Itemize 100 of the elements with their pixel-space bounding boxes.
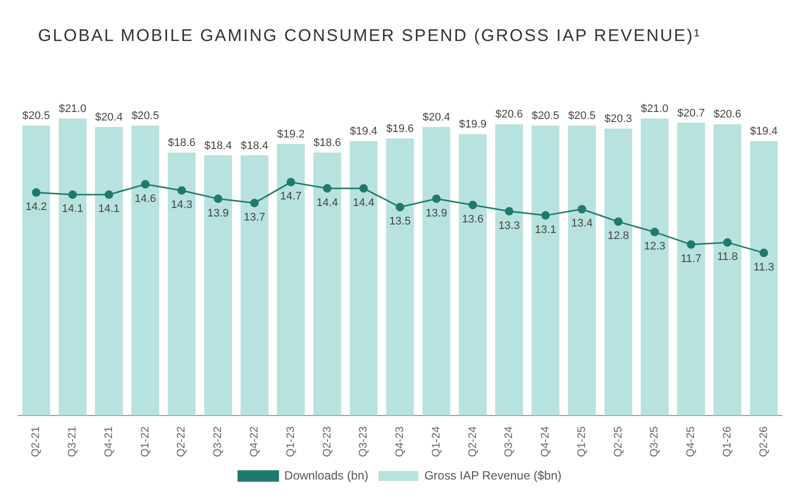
data-label: 13.6 xyxy=(462,214,484,226)
x-tick-label: Q1-25 xyxy=(576,426,588,458)
point xyxy=(396,202,404,212)
point xyxy=(504,207,514,216)
point xyxy=(68,190,77,199)
bar xyxy=(532,126,560,416)
bar xyxy=(204,155,232,416)
data-label: 14.1 xyxy=(62,203,84,216)
point xyxy=(32,188,40,197)
bar xyxy=(750,141,778,416)
data-label: 13.4 xyxy=(571,218,593,230)
x-tick-label: Q1-23 xyxy=(284,426,297,458)
data-label: $20.5 xyxy=(532,110,560,122)
x-tick-label: Q2-25 xyxy=(612,426,624,458)
data-label: $20.3 xyxy=(604,112,632,125)
bar xyxy=(168,152,196,416)
data-label: 14.6 xyxy=(134,192,156,205)
data-label: 11.8 xyxy=(717,250,738,263)
data-label: 14.7 xyxy=(280,190,302,203)
x-tick-label: Q2-23 xyxy=(321,426,334,458)
x-tick-label: Q2-22 xyxy=(176,426,188,458)
point xyxy=(468,200,478,210)
x-tick-label: Q3-22 xyxy=(212,426,224,458)
bar xyxy=(495,124,524,416)
data-label: $21.0 xyxy=(58,103,86,116)
bar xyxy=(386,138,414,416)
data-label: 13.9 xyxy=(426,207,448,220)
x-tick-label: Q3-23 xyxy=(358,426,370,458)
data-label: $18.4 xyxy=(204,140,232,152)
data-label: $19.4 xyxy=(750,126,778,138)
bar xyxy=(350,141,378,416)
data-label: 14.1 xyxy=(98,203,120,216)
x-tick-label: Q1-26 xyxy=(721,426,734,458)
bar xyxy=(677,122,705,416)
bar xyxy=(604,128,632,416)
bar xyxy=(458,134,487,416)
data-label: $20.6 xyxy=(495,108,523,121)
point xyxy=(359,184,368,193)
data-label: $19.6 xyxy=(386,122,414,135)
point xyxy=(141,180,150,188)
data-label: 12.8 xyxy=(608,230,629,242)
data-label: $18.6 xyxy=(168,137,196,150)
bar xyxy=(640,118,669,416)
x-tick-label: Q4-21 xyxy=(102,426,115,458)
data-label: 11.7 xyxy=(680,253,702,266)
data-label: 14.3 xyxy=(171,199,192,212)
bar xyxy=(58,118,86,416)
bar xyxy=(714,124,742,416)
data-label: $20.4 xyxy=(422,112,450,124)
point xyxy=(578,204,586,214)
x-tick-label: Q1-24 xyxy=(430,426,442,458)
x-tick-label: Q1-22 xyxy=(139,426,152,458)
point xyxy=(686,240,696,249)
point xyxy=(723,238,732,247)
data-label: 14.4 xyxy=(316,196,338,209)
data-label: 13.5 xyxy=(389,216,411,228)
data-label: $20.4 xyxy=(95,112,123,124)
point xyxy=(250,198,259,208)
x-tick-label: Q4-23 xyxy=(394,426,406,458)
data-label: 14.2 xyxy=(25,201,47,214)
point xyxy=(760,248,768,258)
data-label: 13.7 xyxy=(244,211,266,224)
bar xyxy=(240,155,268,416)
x-tick-label: Q4-22 xyxy=(248,426,261,458)
data-label: $19.4 xyxy=(350,126,378,138)
data-label: $19.9 xyxy=(458,118,487,131)
data-label: $20.7 xyxy=(677,107,705,120)
x-tick-label: Q2-24 xyxy=(466,426,479,458)
x-tick-label: Q3-25 xyxy=(648,426,661,458)
point xyxy=(104,190,114,199)
point xyxy=(286,178,296,186)
point xyxy=(322,184,332,193)
data-label: $21.0 xyxy=(640,103,668,116)
data-label: $19.2 xyxy=(277,128,305,141)
bar xyxy=(22,126,50,416)
bar xyxy=(131,126,160,416)
data-label: $18.6 xyxy=(313,137,342,150)
data-label: $20.5 xyxy=(568,110,596,122)
x-tick-label: Q3-21 xyxy=(66,426,79,458)
legend-label: Downloads (bn) xyxy=(284,468,368,482)
bar xyxy=(276,144,305,416)
x-tick-label: Q4-25 xyxy=(685,426,698,458)
data-label: $20.5 xyxy=(132,110,160,122)
point xyxy=(214,194,222,204)
point xyxy=(650,228,659,236)
data-label: 14.4 xyxy=(352,196,374,209)
point xyxy=(541,211,550,220)
data-label: $20.6 xyxy=(714,108,742,121)
bar xyxy=(568,126,596,416)
chart-title: GLOBAL MOBILE GAMING CONSUMER SPEND (GROSS IAP REVENUE)¹ xyxy=(37,25,702,47)
data-label: 13.9 xyxy=(207,207,229,220)
data-label: 13.3 xyxy=(498,220,520,232)
x-tick-label: Q2-21 xyxy=(30,426,42,458)
bar xyxy=(422,127,450,416)
bar xyxy=(313,152,342,416)
bar xyxy=(95,127,123,416)
data-label: 12.3 xyxy=(644,240,666,253)
point xyxy=(432,194,441,204)
x-tick-label: Q2-26 xyxy=(758,426,770,458)
x-tick-label: Q3-24 xyxy=(503,426,516,458)
